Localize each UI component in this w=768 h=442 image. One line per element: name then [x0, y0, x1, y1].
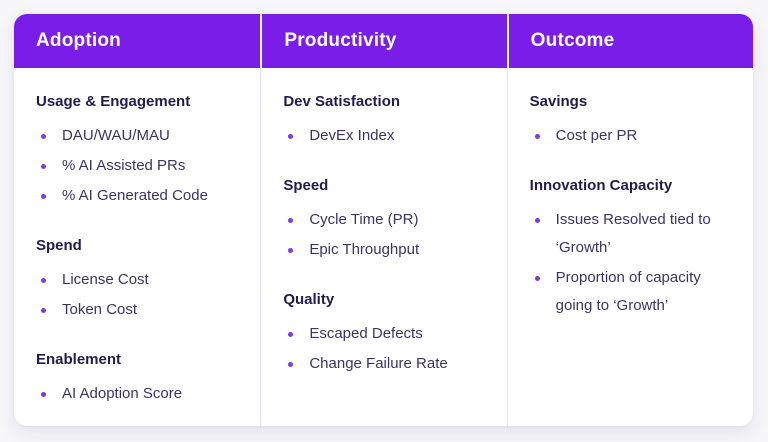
metric-list: Escaped Defects Change Failure Rate [283, 320, 486, 378]
bullet-icon [41, 278, 46, 283]
bullet-icon [41, 134, 46, 139]
column-header-title: Adoption [36, 30, 121, 51]
section-usage-engagement: Usage & Engagement DAU/WAU/MAU % AI Assi… [36, 92, 240, 210]
metric-label: % AI Assisted PRs [62, 157, 186, 174]
section-title: Enablement [36, 351, 122, 368]
metric-label: DevEx Index [309, 127, 395, 144]
section-savings: Savings Cost per PR [530, 92, 733, 150]
section-title: Usage & Engagement [36, 93, 191, 110]
list-item: Proportion of capacity going to ‘Growth’ [530, 264, 733, 320]
metric-label: Cost per PR [555, 127, 638, 144]
column-body-adoption: Usage & Engagement DAU/WAU/MAU % AI Assi… [14, 68, 260, 426]
column-header-title: Outcome [530, 30, 615, 51]
metrics-table-card: Adoption Usage & Engagement DAU/WAU/MAU … [14, 14, 753, 426]
section-innovation-capacity: Innovation Capacity Issues Resolved tied… [530, 176, 733, 320]
bullet-icon [288, 362, 294, 367]
list-item: Issues Resolved tied to ‘Growth’ [530, 206, 733, 262]
column-outcome: Outcome Savings Cost per PR Innovation C… [506, 14, 753, 426]
metric-list: AI Adoption Score [36, 380, 240, 408]
bullet-icon [288, 218, 294, 223]
bullet-icon [41, 194, 46, 199]
list-item: Cycle Time (PR) [283, 206, 486, 234]
metric-label: Issues Resolved tied to ‘Growth’ [555, 211, 711, 256]
column-header-title: Productivity [284, 30, 397, 51]
list-item: License Cost [36, 266, 240, 294]
bullet-icon [534, 276, 540, 281]
section-enablement: Enablement AI Adoption Score [36, 350, 240, 408]
section-spend: Spend License Cost Token Cost [36, 236, 240, 324]
section-title: Speed [283, 177, 329, 194]
metric-list: DAU/WAU/MAU % AI Assisted PRs % AI Gener… [36, 122, 240, 210]
metric-label: Change Failure Rate [309, 355, 448, 372]
metric-label: Epic Throughput [309, 241, 420, 258]
list-item: Escaped Defects [283, 320, 486, 348]
column-body-productivity: Dev Satisfaction DevEx Index Speed Cycle… [260, 68, 506, 426]
column-adoption: Adoption Usage & Engagement DAU/WAU/MAU … [14, 14, 261, 426]
metric-list: Cycle Time (PR) Epic Throughput [283, 206, 486, 264]
metric-label: AI Adoption Score [62, 385, 183, 402]
section-title: Innovation Capacity [529, 177, 673, 194]
list-item: Token Cost [36, 296, 240, 324]
column-header-productivity: Productivity [260, 14, 507, 68]
section-speed: Speed Cycle Time (PR) Epic Throughput [283, 176, 486, 264]
list-item: Epic Throughput [283, 236, 486, 264]
list-item: % AI Assisted PRs [36, 152, 240, 180]
bullet-icon [288, 332, 294, 337]
metric-label: % AI Generated Code [62, 187, 208, 204]
bullet-icon [288, 134, 294, 139]
metric-label: Proportion of capacity going to ‘Growth’ [555, 269, 701, 314]
metric-list: Cost per PR [530, 122, 733, 150]
metric-list: Issues Resolved tied to ‘Growth’ Proport… [530, 206, 733, 320]
bullet-icon [41, 308, 46, 313]
bullet-icon [41, 164, 46, 169]
list-item: % AI Generated Code [36, 182, 240, 210]
bullet-icon [41, 392, 46, 397]
column-productivity: Productivity Dev Satisfaction DevEx Inde… [260, 14, 507, 426]
metric-label: Cycle Time (PR) [309, 211, 419, 228]
bullet-icon [534, 218, 540, 223]
metric-label: Token Cost [62, 301, 138, 318]
metric-label: Escaped Defects [309, 325, 423, 342]
metric-label: License Cost [62, 271, 149, 288]
list-item: AI Adoption Score [36, 380, 240, 408]
metric-label: DAU/WAU/MAU [62, 127, 170, 144]
column-body-outcome: Savings Cost per PR Innovation Capacity … [506, 68, 753, 426]
metric-list: License Cost Token Cost [36, 266, 240, 324]
list-item: Cost per PR [530, 122, 733, 150]
section-quality: Quality Escaped Defects Change Failure R… [283, 290, 486, 378]
section-title: Savings [529, 93, 588, 110]
column-header-outcome: Outcome [506, 14, 753, 68]
bullet-icon [534, 134, 540, 139]
section-title: Spend [36, 237, 82, 254]
list-item: Change Failure Rate [283, 350, 486, 378]
list-item: DAU/WAU/MAU [36, 122, 240, 150]
section-title: Quality [283, 291, 335, 308]
list-item: DevEx Index [283, 122, 486, 150]
bullet-icon [288, 248, 294, 253]
column-header-adoption: Adoption [14, 14, 261, 68]
section-dev-satisfaction: Dev Satisfaction DevEx Index [283, 92, 486, 150]
section-title: Dev Satisfaction [283, 93, 401, 110]
metric-list: DevEx Index [283, 122, 486, 150]
